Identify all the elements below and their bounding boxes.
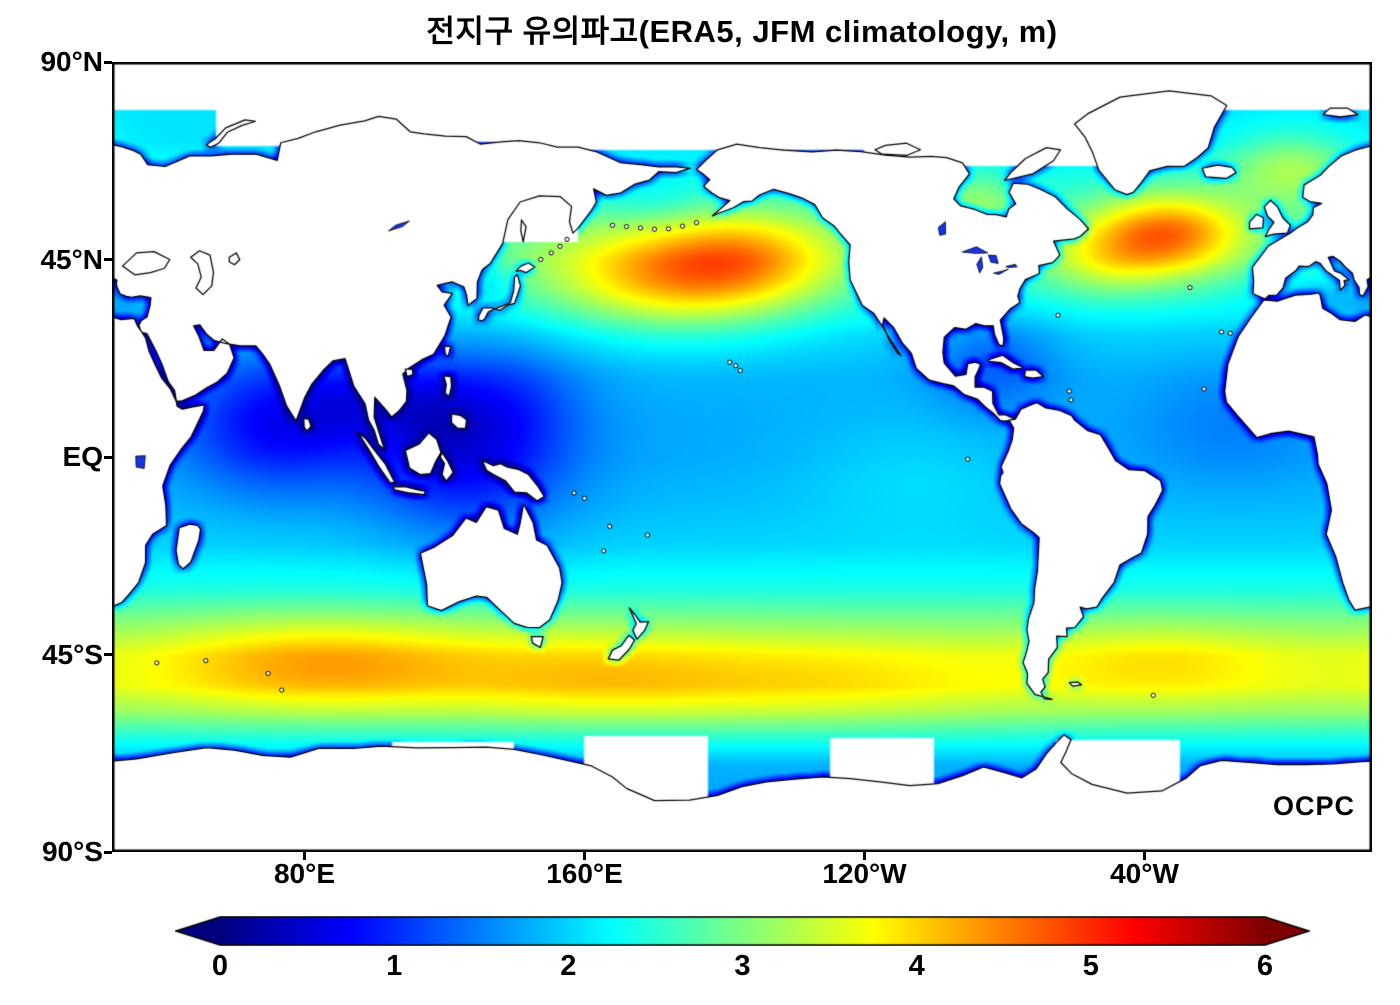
lat-tick-label: 45°N [40,243,103,275]
lat-tick-mark [104,850,112,854]
colorbar-tick-label: 1 [386,950,403,982]
lon-tick-mark [303,852,306,860]
colorbar-tick-label: 0 [211,950,229,982]
lat-tick-label: 90°S [41,836,103,867]
lon-tick-mark [1143,852,1146,860]
colorbar-tick-label: 3 [734,950,751,982]
lat-tick-mark [104,653,112,656]
lon-tick-label: 80°E [273,858,336,889]
colorbar-tick-label: 6 [1256,950,1274,982]
lat-tick-mark [104,455,112,459]
lon-tick-label: 120°W [822,858,907,889]
watermark-ocpc: OCPC [1272,791,1355,821]
map-canvas [112,62,1372,852]
lon-tick-label: 40°W [1110,858,1179,889]
colorbar-tick-label: 2 [560,950,577,982]
lat-tick-label: 45°S [41,638,103,670]
colorbar-tick-label: 4 [908,950,925,982]
lat-tick-label: EQ [62,441,103,472]
lat-tick-mark [104,258,112,261]
lon-tick-label: 160°E [546,858,623,889]
lon-tick-mark [583,852,586,860]
lat-tick-label: 90°N [40,46,103,77]
colorbar [175,916,1310,946]
lat-tick-mark [104,60,112,64]
colorbar-tick-label: 5 [1082,950,1099,982]
chart-title: 전지구 유의파고(ERA5, JFM climatology, m) [426,14,1058,49]
lon-tick-mark [863,852,866,860]
